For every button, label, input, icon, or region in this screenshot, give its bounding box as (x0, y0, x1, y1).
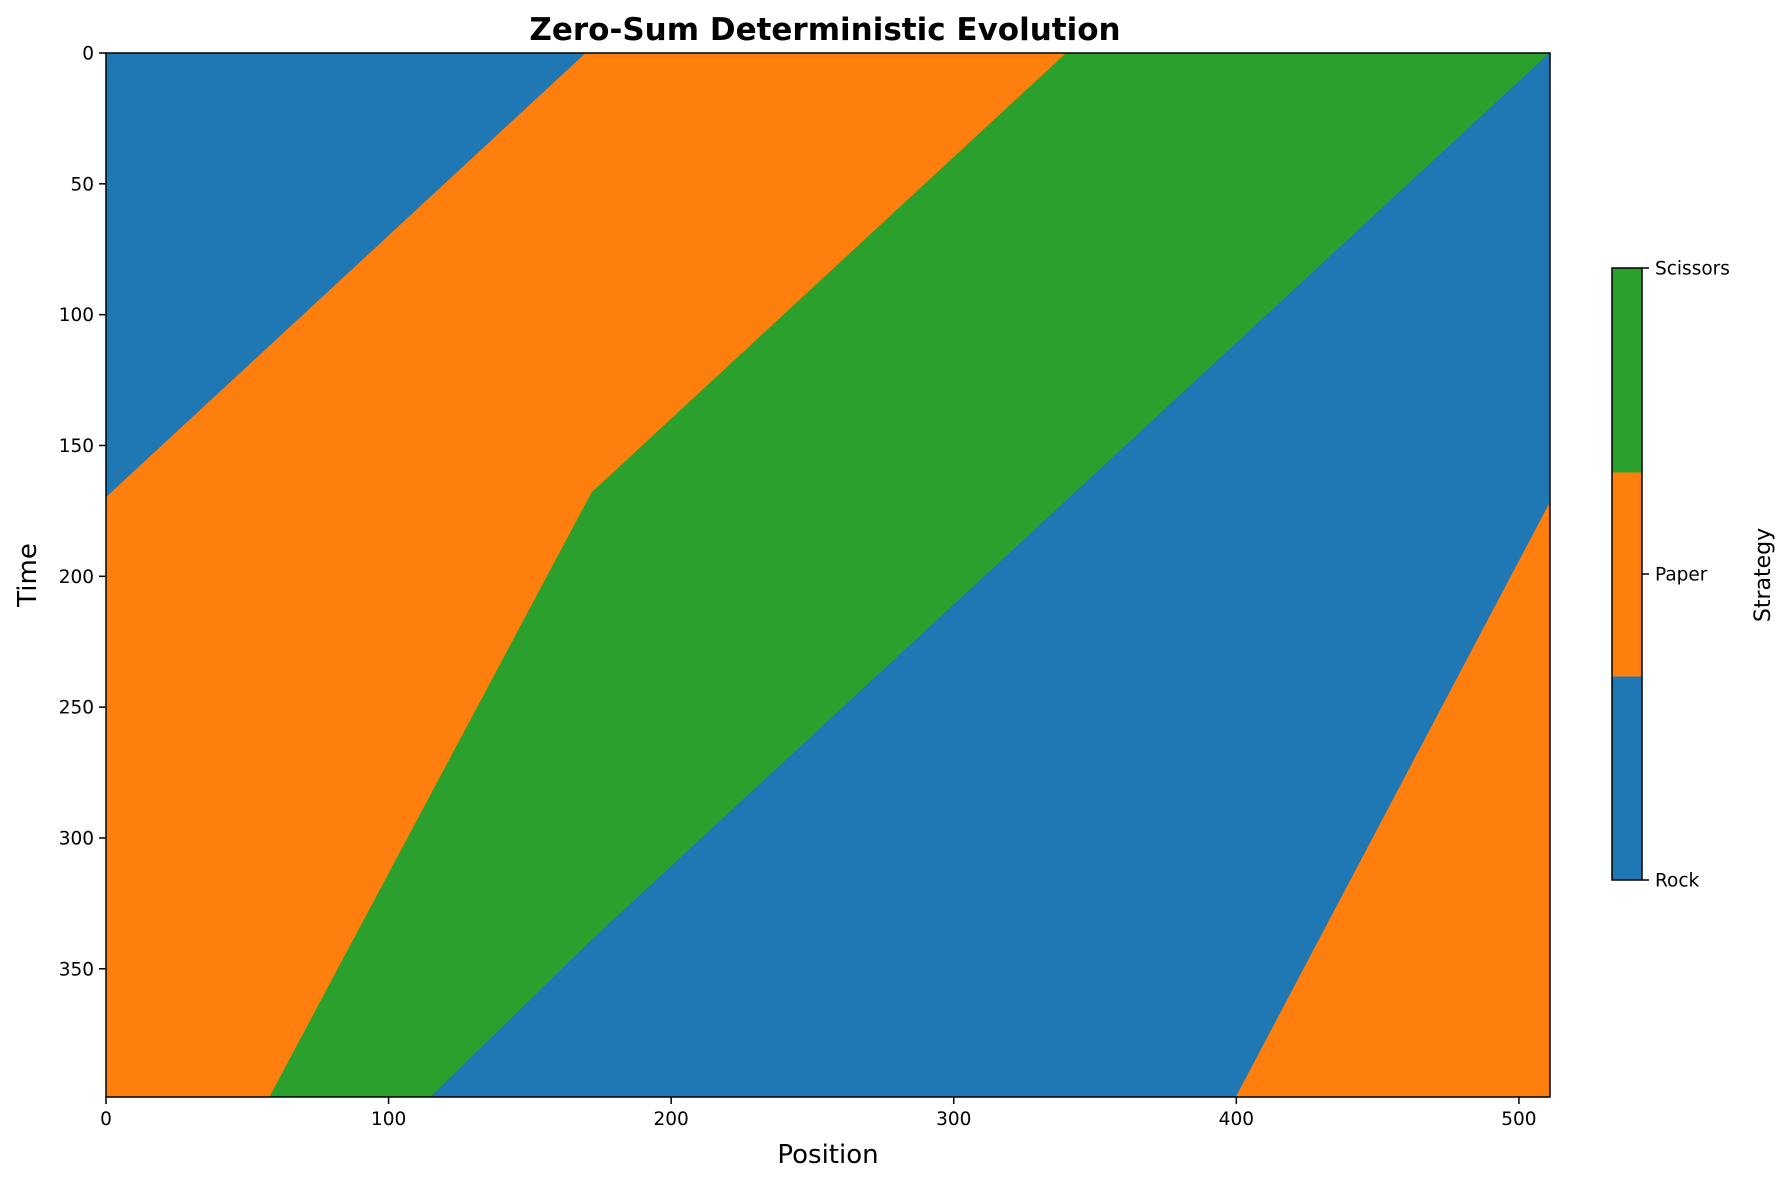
x-tick-label: 100 (371, 1109, 406, 1130)
colorbar: Rock Paper Scissors (1611, 259, 1730, 892)
y-tick-label: 250 (59, 698, 94, 719)
chart-title: Zero-Sum Deterministic Evolution (529, 12, 1120, 48)
colorbar-tick-label-scissors: Scissors (1655, 259, 1730, 280)
region-scissors-2 (269, 53, 1550, 1097)
y-tick-label: 150 (59, 436, 94, 457)
region-paper-4 (1235, 502, 1550, 1097)
x-tick-label: 200 (654, 1109, 689, 1130)
colorbar-label: Strategy (1751, 528, 1776, 622)
y-tick-label: 300 (59, 828, 94, 849)
plot-frame (105, 52, 1551, 1098)
heatmap-regions (106, 53, 1550, 1097)
colorbar-tick-label-paper: Paper (1655, 565, 1708, 586)
x-tick-label: 500 (1501, 1109, 1536, 1130)
x-tick-label: 400 (1219, 1109, 1254, 1130)
colorbar-segment-rock (1612, 676, 1642, 881)
y-tick-label: 50 (70, 174, 94, 195)
y-tick-label: 350 (59, 959, 94, 980)
colorbar-segment-scissors (1612, 268, 1642, 473)
colorbar-segment-paper (1612, 472, 1642, 677)
x-tick-label: 300 (936, 1109, 971, 1130)
y-tick-label: 200 (59, 567, 94, 588)
x-axis-label: Position (777, 1140, 878, 1170)
y-axis-label: Time (13, 543, 43, 608)
colorbar-tick-label-rock: Rock (1655, 871, 1700, 892)
region-rock-3 (430, 53, 1550, 1097)
x-tick-label: 0 (100, 1109, 112, 1130)
region-paper-1 (106, 53, 1068, 1097)
y-axis: 0 50 100 150 200 250 300 350 (59, 44, 106, 980)
y-tick-label: 0 (82, 44, 94, 65)
y-tick-label: 100 (59, 305, 94, 326)
x-axis: 0 100 200 300 400 500 (100, 1097, 1537, 1130)
